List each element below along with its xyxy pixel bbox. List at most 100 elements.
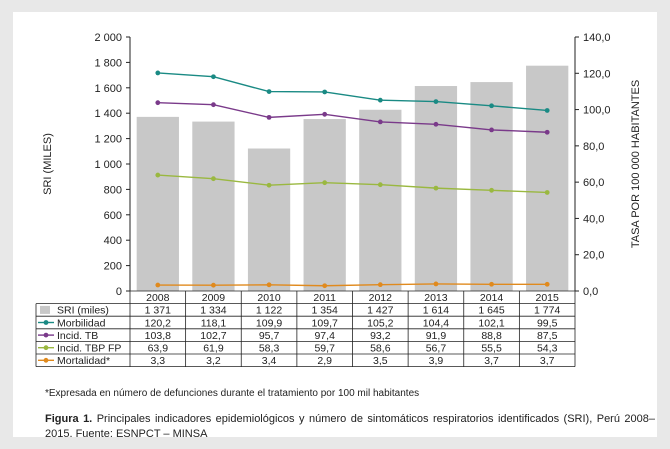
left-tick-label: 800 [104, 184, 122, 196]
table-cell: 1 122 [256, 305, 282, 317]
left-tick-label: 0 [116, 286, 122, 298]
table-cell: 102,7 [200, 330, 226, 342]
point-Morbilidad-2010 [266, 89, 272, 95]
point-Morbilidad-2013 [433, 99, 439, 104]
table-cell: 104,4 [423, 317, 449, 329]
table-cell: 103,8 [145, 330, 171, 342]
right-tick-label: 140,0 [583, 32, 611, 44]
table-cell: 1 645 [478, 305, 504, 317]
legend-point-symbol [43, 345, 49, 351]
year-label: 2014 [480, 292, 504, 304]
point-Mortalidad*-2009 [211, 282, 216, 288]
sri-bar-2014 [470, 82, 513, 292]
table-cell: 1 614 [423, 305, 449, 317]
table-cell: 109,9 [256, 317, 282, 329]
year-label: 2011 [313, 292, 336, 304]
point-Incid. TBP FP-2012 [377, 182, 383, 188]
table-cell: 56,7 [426, 343, 447, 355]
year-label: 2008 [146, 292, 170, 304]
point-Mortalidad*-2008 [155, 282, 161, 288]
chart: 0 200 400 600 800 1 000 1 200 1 400 1 600 1 800 2 … [35, 32, 642, 367]
table-cell: 1 334 [200, 305, 226, 317]
year-label: 2012 [369, 292, 393, 304]
point-Incid. TB-2012 [377, 119, 383, 125]
table-cell: 1 774 [534, 305, 560, 317]
year-label: 2015 [536, 292, 560, 304]
right-tick-label: 60,0 [583, 177, 604, 189]
table-cell: 3,7 [540, 355, 555, 367]
table-cell: 120,2 [145, 317, 171, 329]
left-axis-title: SRI (MILES) [42, 133, 54, 195]
right-tick-label: 100,0 [583, 105, 611, 117]
point-Mortalidad*-2012 [377, 282, 383, 288]
caption-label: Figura 1. [45, 413, 93, 425]
left-tick-label: 200 [104, 261, 122, 273]
table-cell: 97,4 [314, 330, 335, 342]
sri-bar-2012 [359, 109, 402, 291]
sri-bar-2015 [526, 65, 569, 291]
row-label: Incid. TBP FP [57, 343, 121, 355]
table-cell: 3,7 [484, 355, 499, 367]
right-tick-label: 80,0 [583, 141, 604, 153]
table-cell: 1 427 [367, 305, 393, 317]
right-tick-label: 20,0 [583, 250, 604, 262]
row-label: SRI (miles) [57, 305, 109, 317]
table-cell: 102,1 [478, 317, 504, 329]
point-Incid. TB-2011 [322, 111, 328, 117]
point-Mortalidad*-2014 [489, 281, 494, 287]
figure-panel: 0 200 400 600 800 1 000 1 200 1 400 1 600 1 800 2 … [13, 12, 657, 440]
left-tick-label: 1 400 [94, 108, 122, 120]
point-Incid. TB-2013 [433, 121, 439, 127]
table-cell: 61,9 [203, 343, 224, 355]
legend-point-symbol [43, 320, 49, 325]
left-tick-label: 600 [104, 210, 122, 222]
point-Morbilidad-2014 [489, 103, 494, 109]
point-Incid. TB-2014 [489, 127, 494, 133]
point-Morbilidad-2012 [377, 97, 383, 103]
point-Incid. TB-2008 [155, 100, 161, 106]
table-cell: 93,2 [370, 330, 391, 342]
point-Incid. TB-2010 [266, 114, 272, 120]
table-cell: 3,3 [151, 355, 166, 367]
table-cell: 54,3 [537, 343, 558, 355]
point-Morbilidad-2009 [211, 74, 216, 80]
table-cell: 88,8 [481, 330, 502, 342]
point-Mortalidad*-2013 [433, 281, 439, 287]
point-Incid. TBP FP-2011 [322, 180, 328, 186]
row-label: Morbilidad [57, 317, 106, 329]
legend-bar-symbol [40, 305, 50, 314]
left-tick-label: 2 000 [94, 32, 122, 44]
sri-bar-2010 [247, 148, 291, 291]
point-Morbilidad-2008 [155, 70, 161, 76]
table-cell: 105,2 [367, 317, 393, 329]
row-label: Incid. TB [57, 330, 98, 342]
point-Incid. TBP FP-2010 [266, 182, 272, 188]
sri-bar-2009 [192, 121, 235, 291]
table-cell: 95,7 [259, 330, 280, 342]
table-cell: 99,5 [537, 317, 558, 329]
point-Incid. TBP FP-2008 [155, 172, 161, 178]
point-Incid. TB-2009 [211, 102, 216, 108]
row-label: Mortalidad* [57, 355, 110, 367]
left-tick-label: 1 000 [94, 159, 122, 171]
left-tick-label: 1 600 [94, 83, 122, 95]
right-tick-label: 120,0 [583, 68, 611, 80]
table-cell: 3,5 [373, 355, 388, 367]
table-cell: 91,9 [426, 330, 447, 342]
footnote: *Expresada en número de defunciones dura… [45, 388, 420, 399]
point-Morbilidad-2011 [322, 89, 328, 95]
table-cell: 1 371 [145, 305, 171, 317]
table-cell: 3,4 [262, 355, 277, 367]
table-cell: 59,7 [314, 343, 335, 355]
point-Mortalidad*-2011 [322, 283, 328, 289]
point-Incid. TB-2015 [544, 129, 550, 135]
line-Mortalidad* [157, 283, 548, 287]
table-cell: 109,7 [312, 317, 338, 329]
point-Incid. TBP FP-2014 [489, 187, 494, 193]
year-label: 2010 [257, 292, 281, 304]
year-label: 2013 [424, 292, 448, 304]
right-tick-label: 0,0 [583, 286, 598, 298]
left-tick-label: 1 800 [94, 57, 122, 69]
sri-bar-2011 [303, 119, 346, 292]
legend-point-symbol [43, 357, 49, 363]
